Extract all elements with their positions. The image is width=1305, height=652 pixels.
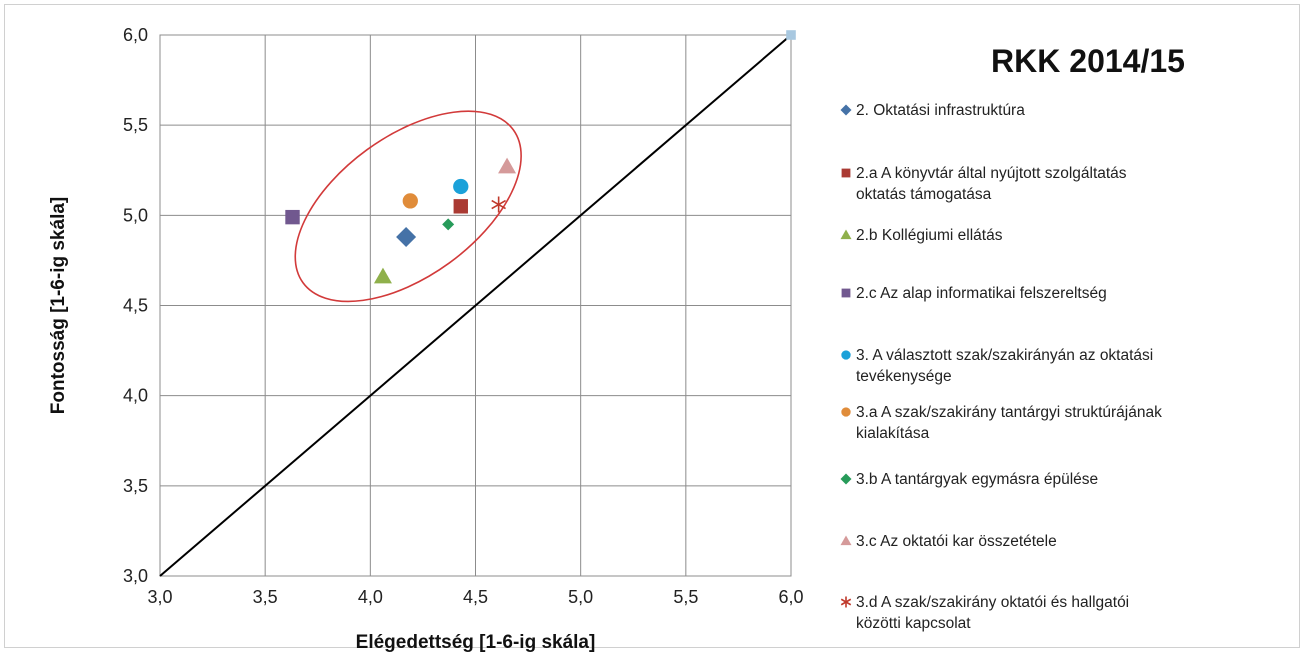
y-tick-label: 3,5 xyxy=(123,476,148,496)
legend-item: 2.c Az alap informatikai felszereltség xyxy=(841,285,1107,302)
x-tick-label: 3,0 xyxy=(147,587,172,607)
legend-item: 2.b Kollégiumi ellátás xyxy=(840,227,1003,244)
data-point xyxy=(498,157,517,174)
y-tick-label: 4,0 xyxy=(123,386,148,406)
legend-label: 3. A választott szak/szakirányán az okta… xyxy=(856,347,1153,364)
legend-label: 2. Oktatási infrastruktúra xyxy=(856,102,1025,119)
x-tick-label: 4,5 xyxy=(463,587,488,607)
data-point xyxy=(396,226,417,247)
legend-label: tevékenysége xyxy=(856,368,952,385)
star-stroke xyxy=(840,598,852,606)
y-tick-label: 4,5 xyxy=(123,296,148,316)
legend-label: közötti kapcsolat xyxy=(856,615,971,632)
star-stroke xyxy=(491,199,506,210)
legend-item: 2. Oktatási infrastruktúra xyxy=(840,102,1025,119)
y-axis-title: Fontosság [1-6-ig skála] xyxy=(48,197,69,415)
highlight-ellipse xyxy=(294,110,522,303)
data-point xyxy=(453,199,468,214)
legend-marker xyxy=(840,229,852,240)
data-point xyxy=(285,209,300,225)
y-tick-label: 5,0 xyxy=(123,205,148,225)
legend-label: kialakítása xyxy=(856,425,930,442)
legend-marker xyxy=(840,535,852,546)
legend-label: 2.b Kollégiumi ellátás xyxy=(856,227,1003,244)
legend-label: 3.a A szak/szakirány tantárgyi struktúrá… xyxy=(856,404,1162,421)
chart-frame xyxy=(4,4,1300,648)
legend-label: 2.a A könyvtár által nyújtott szolgáltat… xyxy=(856,165,1127,182)
data-point xyxy=(402,193,418,209)
x-tick-label: 3,5 xyxy=(253,587,278,607)
y-tick-label: 5,5 xyxy=(123,115,148,135)
data-point xyxy=(442,218,455,231)
legend-item: 3.c Az oktatói kar összetétele xyxy=(840,533,1057,550)
legend-label: 3.b A tantárgyak egymásra épülése xyxy=(856,471,1098,488)
extra-data-point xyxy=(786,30,796,40)
legend-marker xyxy=(840,596,852,608)
legend-item: 3.d A szak/szakirány oktatói és hallgató… xyxy=(840,594,1129,632)
legend-marker xyxy=(841,350,851,360)
x-axis-title: Elégedettség [1-6-ig skála] xyxy=(356,632,596,652)
legend-item: 3.b A tantárgyak egymásra épülése xyxy=(840,471,1098,488)
plot-area xyxy=(159,34,792,577)
legend-marker xyxy=(840,104,852,116)
x-tick-label: 6,0 xyxy=(778,587,803,607)
legend-marker xyxy=(840,473,852,485)
x-tick-label: 5,0 xyxy=(568,587,593,607)
legend-item: 2.a A könyvtár által nyújtott szolgáltat… xyxy=(841,165,1127,203)
legend-item: 3. A választott szak/szakirányán az okta… xyxy=(841,347,1153,385)
data-point xyxy=(491,196,506,213)
legend-marker xyxy=(841,288,851,298)
reference-line xyxy=(159,34,792,577)
y-tick-label: 6,0 xyxy=(123,25,148,45)
legend-label: 3.c Az oktatói kar összetétele xyxy=(856,533,1057,550)
legend-marker xyxy=(841,407,851,417)
legend-label: oktatás támogatása xyxy=(856,186,992,203)
legend-marker xyxy=(841,168,851,178)
y-tick-label: 3,0 xyxy=(123,566,148,586)
data-point xyxy=(373,267,392,284)
x-tick-label: 5,5 xyxy=(673,587,698,607)
legend-label: 2.c Az alap informatikai felszereltség xyxy=(856,285,1107,302)
legend-label: 3.d A szak/szakirány oktatói és hallgató… xyxy=(856,594,1129,611)
x-tick-label: 4,0 xyxy=(358,587,383,607)
legend-item: 3.a A szak/szakirány tantárgyi struktúrá… xyxy=(841,404,1162,442)
chart-title: RKK 2014/15 xyxy=(991,43,1185,79)
data-point xyxy=(453,178,469,195)
